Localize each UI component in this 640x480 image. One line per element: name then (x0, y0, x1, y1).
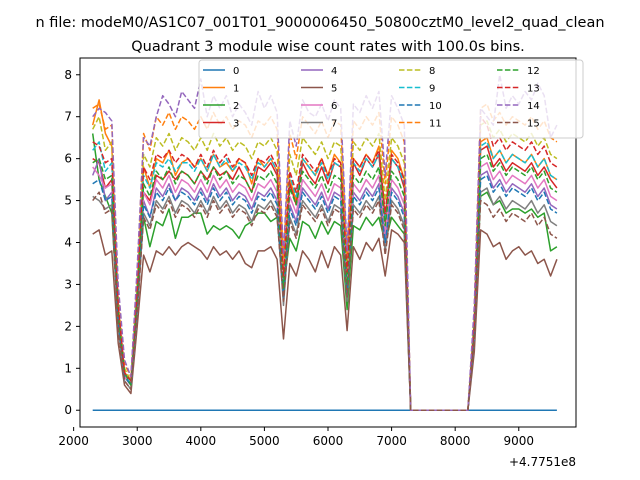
legend-label: 14 (527, 101, 540, 112)
y-tick-label: 8 (64, 68, 72, 82)
y-tick-label: 7 (64, 110, 72, 124)
series-line-14 (92, 74, 558, 411)
chart-title: Quadrant 3 module wise count rates with … (131, 39, 525, 55)
legend-label: 3 (233, 119, 239, 130)
y-axis: 0 1 2 3 4 5 6 7 8 (64, 68, 80, 417)
legend-label: 1 (233, 84, 239, 95)
legend-label: 5 (331, 84, 337, 95)
series-line-15 (92, 191, 558, 411)
legend-label: 2 (233, 101, 239, 112)
y-tick-label: 3 (64, 277, 72, 291)
legend-label: 9 (429, 84, 435, 95)
legend-label: 8 (429, 66, 435, 77)
legend-label: 7 (331, 119, 337, 130)
x-tick-label: 9000 (503, 434, 534, 448)
y-tick-label: 2 (64, 319, 72, 333)
series-line-10 (92, 174, 558, 411)
x-tick-label: 6000 (313, 434, 344, 448)
x-tick-label: 8000 (440, 434, 471, 448)
figure-suptitle: n file: modeM0/AS1C07_001T01_9000006450_… (35, 15, 604, 31)
legend-label: 11 (429, 119, 442, 130)
y-tick-label: 6 (64, 152, 72, 166)
legend-label: 12 (527, 66, 540, 77)
x-tick-label: 2000 (58, 434, 89, 448)
series-line-12 (92, 153, 558, 411)
legend-box (198, 59, 584, 139)
legend-label: 13 (527, 84, 540, 95)
x-tick-label: 7000 (376, 434, 407, 448)
y-tick-label: 1 (64, 361, 72, 375)
legend-label: 10 (429, 101, 442, 112)
legend-label: 15 (527, 119, 540, 130)
x-tick-label: 3000 (122, 434, 153, 448)
x-offset-label: +4.7751e8 (509, 455, 576, 469)
legend-label: 4 (331, 66, 337, 77)
series-line-9 (92, 141, 558, 411)
legend-label: 6 (331, 101, 337, 112)
x-axis: 2000 3000 4000 5000 6000 7000 8000 9000 (58, 427, 534, 448)
x-tick-label: 4000 (186, 434, 217, 448)
series-line-5 (92, 229, 558, 411)
legend-label: 0 (233, 66, 239, 77)
x-tick-label: 5000 (249, 434, 280, 448)
y-tick-label: 5 (64, 194, 72, 208)
y-tick-label: 4 (64, 236, 72, 250)
y-tick-label: 0 (64, 403, 72, 417)
